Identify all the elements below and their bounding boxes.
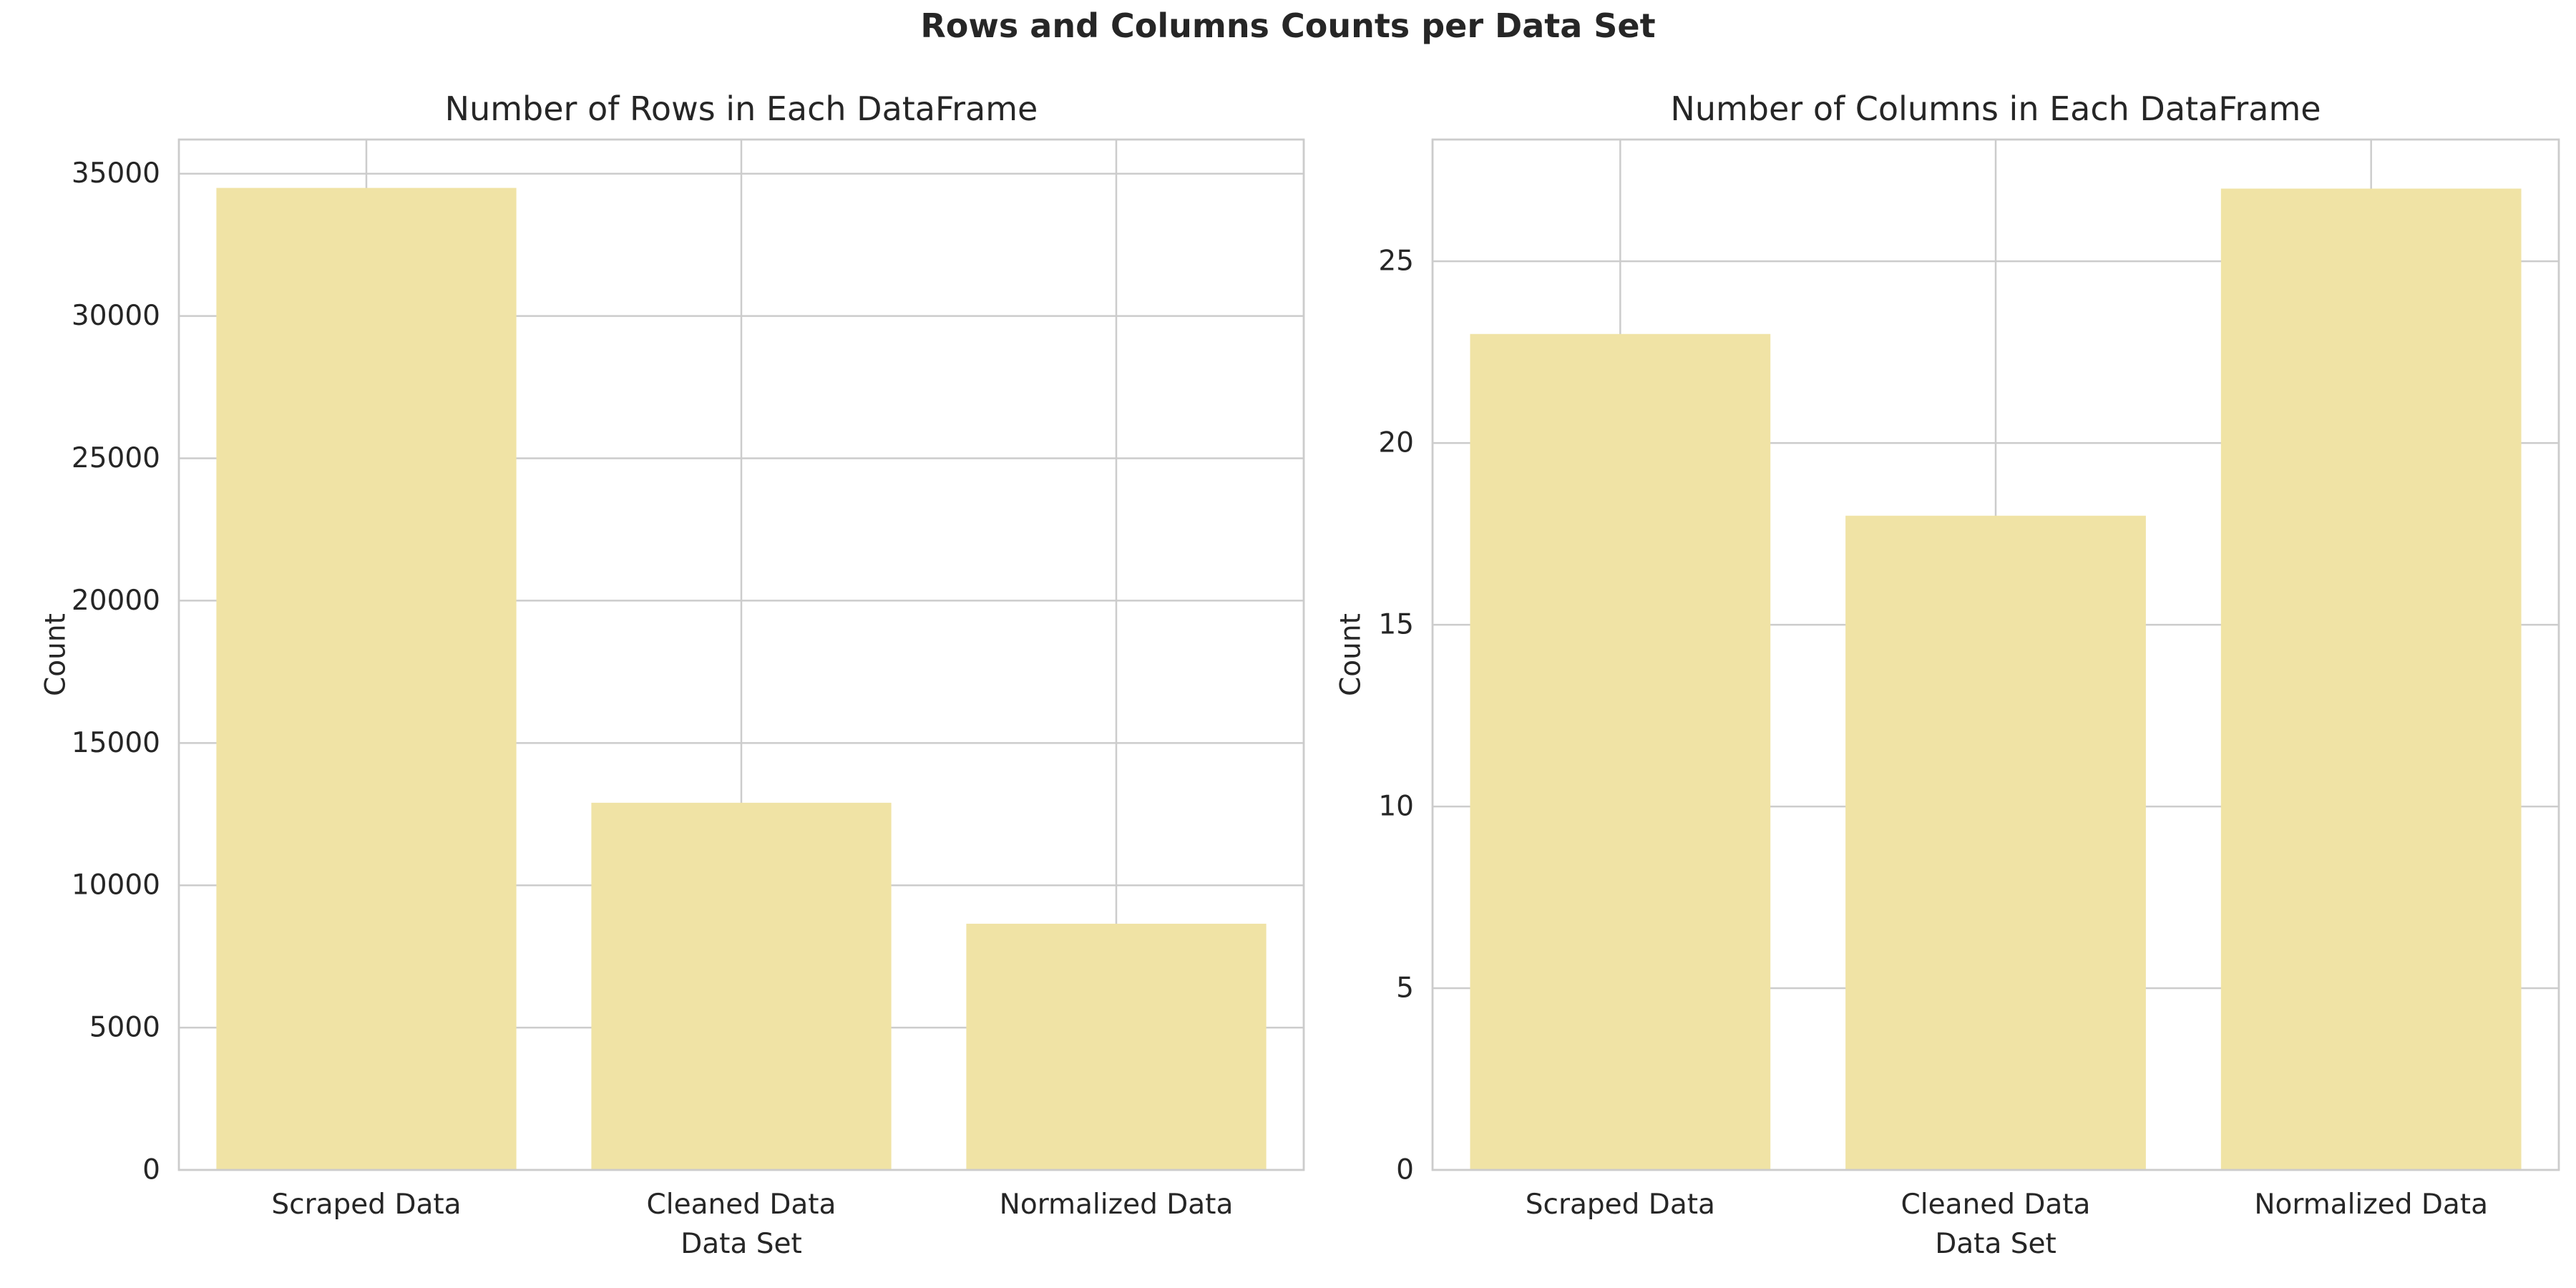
rows-chart-x-tick-label: Cleaned Data (647, 1189, 836, 1221)
columns-chart-title: Number of Columns in Each DataFrame (1670, 89, 2321, 128)
columns-chart-axes-frame (1431, 138, 2560, 1171)
rows-chart-bar-1 (216, 187, 517, 1171)
rows-chart-y-tick-label: 25000 (72, 442, 160, 474)
rows-chart-y-axis-label: Count (40, 613, 72, 696)
rows-chart-y-tick-label: 30000 (72, 300, 160, 332)
rows-chart-y-tick-label: 5000 (89, 1012, 160, 1044)
columns-chart-plot-area (1431, 138, 2560, 1171)
rows-chart-bar-3 (966, 923, 1267, 1170)
columns-chart-y-tick-label: 0 (1396, 1154, 1414, 1186)
rows-chart-y-tick-label: 10000 (72, 869, 160, 902)
columns-chart-y-tick-label: 20 (1378, 427, 1414, 459)
columns-chart-bar-1 (1470, 333, 1771, 1170)
columns-chart-y-tick-label: 5 (1396, 972, 1414, 1005)
rows-chart-x-axis-label: Data Set (680, 1228, 802, 1260)
rows-chart-y-tick-label: 20000 (72, 585, 160, 617)
columns-chart-x-tick-label: Cleaned Data (1901, 1189, 2091, 1221)
rows-chart-axes-frame (177, 138, 1305, 1171)
columns-chart-x-tick-label: Normalized Data (2254, 1189, 2488, 1221)
columns-chart-y-tick-label: 15 (1378, 609, 1414, 641)
columns-chart-y-tick-label: 10 (1378, 791, 1414, 823)
rows-chart-plot-area (177, 138, 1305, 1171)
figure-suptitle: Rows and Columns Counts per Data Set (920, 6, 1655, 45)
rows-chart-x-tick-label: Normalized Data (1000, 1189, 1234, 1221)
columns-chart-bar-3 (2220, 188, 2522, 1171)
rows-chart-y-tick-label: 35000 (72, 157, 160, 190)
columns-chart-bar-2 (1845, 515, 2146, 1170)
rows-chart-title: Number of Rows in Each DataFrame (445, 89, 1038, 128)
rows-chart-x-tick-label: Scraped Data (271, 1189, 461, 1221)
columns-chart-y-tick-label: 25 (1378, 245, 1414, 278)
columns-chart-x-axis-label: Data Set (1935, 1228, 2057, 1260)
rows-chart-y-tick-label: 15000 (72, 727, 160, 759)
rows-chart-y-tick-label: 0 (142, 1154, 160, 1186)
columns-chart-x-tick-label: Scraped Data (1526, 1189, 1715, 1221)
columns-chart-panel: Number of Columns in Each DataFrame Data… (1335, 89, 2560, 1260)
columns-chart-y-axis-label: Count (1335, 613, 1367, 696)
rows-chart-panel: Number of Rows in Each DataFrame Data Se… (40, 89, 1305, 1260)
rows-chart-bar-2 (591, 802, 892, 1170)
